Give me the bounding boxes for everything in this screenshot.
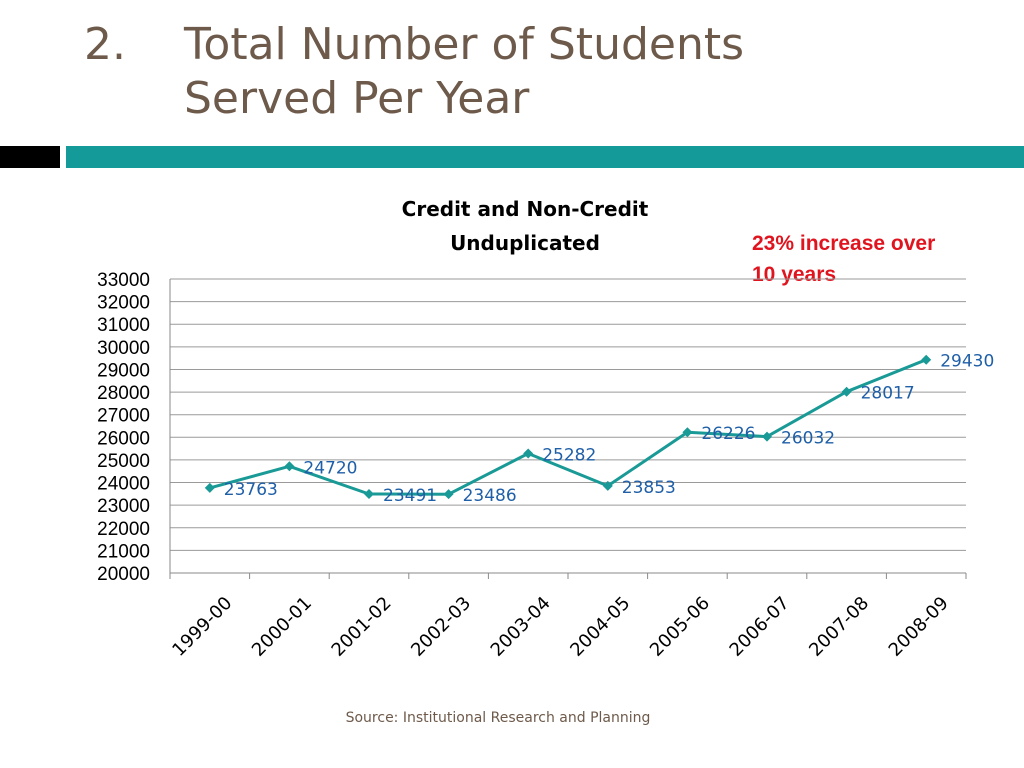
y-tick-label: 24000 [97,474,150,495]
data-label: 24720 [303,458,357,478]
data-label: 23486 [463,486,517,506]
y-tick-label: 21000 [97,541,150,562]
y-tick-label: 31000 [97,315,150,336]
y-tick-label: 30000 [97,338,150,359]
data-label: 23491 [383,486,437,506]
y-tick-label: 32000 [97,293,150,314]
slide-title-text: Total Number of Students Served Per Year [184,19,745,124]
data-point [602,480,613,491]
x-tick-label: 2004-05 [566,593,634,661]
y-tick-label: 26000 [97,428,150,449]
chart-title: Credit and Non-Credit Unduplicated [401,197,649,255]
x-tick-label: 2005-06 [646,593,714,661]
x-tick-label: 2003-04 [487,593,555,661]
source-note: Source: Institutional Research and Plann… [345,710,651,726]
x-tick-label: 2006-07 [726,593,794,661]
data-point [921,354,932,365]
data-point [204,482,215,493]
y-tick-label: 22000 [97,519,150,540]
data-point [284,461,295,472]
data-point [443,489,454,500]
data-label: 26226 [701,424,755,444]
data-label: 29430 [940,352,994,372]
data-label: 28017 [861,384,915,404]
data-point [682,427,693,438]
data-point [523,448,534,459]
data-label: 23853 [622,478,676,498]
slide-title: 2. Total Number of Students Served Per Y… [84,18,824,126]
y-tick-label: 25000 [97,451,150,472]
y-tick-label: 33000 [97,270,150,291]
x-tick-label: 2001-02 [328,593,396,661]
accent-bar-teal [66,146,1024,168]
increase-annotation: 23% increase over 10 years [752,232,936,286]
x-tick-label: 1999-00 [168,593,236,661]
y-tick-label: 29000 [97,360,150,381]
series-line [209,358,927,496]
y-tick-label: 27000 [97,406,150,427]
x-tick-label: 2002-03 [407,593,475,661]
accent-bar-black [0,146,60,168]
x-tick-label: 2000-01 [248,593,316,661]
slide-number: 2. [84,19,126,70]
data-label: 25282 [542,446,596,466]
y-tick-label: 23000 [97,496,150,517]
data-point [364,489,374,500]
data-label: 23763 [224,480,278,500]
y-tick-label: 20000 [97,564,150,585]
data-point [762,431,772,442]
data-label: 26032 [781,429,835,449]
x-tick-label: 2007-08 [805,593,873,661]
data-point [841,386,852,397]
y-tick-label: 28000 [97,383,150,404]
x-tick-label: 2008-09 [885,593,953,661]
